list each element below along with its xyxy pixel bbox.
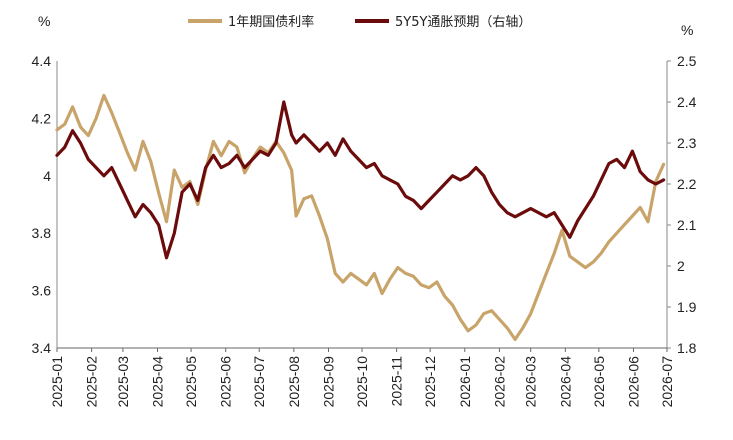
right-y-tick-labels: 1.8 1.9 2 2.1 2.2 2.3 2.4 2.5 xyxy=(667,53,697,356)
x-tick-label: 2025-09 xyxy=(320,356,336,408)
series-line-1y-yield xyxy=(55,93,666,341)
x-tick-label: 2025-02 xyxy=(84,356,100,408)
right-y-tick-label: 2.3 xyxy=(677,135,697,151)
right-y-tick-label: 2.5 xyxy=(677,53,697,69)
legend-label-1y-yield: 1年期国债利率 xyxy=(228,14,314,30)
left-y-tick-label: 3.4 xyxy=(32,340,52,356)
x-tick-label: 2025-05 xyxy=(183,356,199,408)
right-y-tick-label: 1.8 xyxy=(677,340,697,356)
right-y-tick-label: 2.4 xyxy=(677,94,697,110)
left-y-tick-labels: 3.4 3.6 3.8 4 4.2 4.4 xyxy=(32,53,52,356)
left-y-tick-label: 4.2 xyxy=(32,110,52,126)
x-tick-label: 2025-11 xyxy=(389,356,405,407)
x-tick-label: 2026-04 xyxy=(557,356,573,408)
legend-label-5y5y-inflation: 5Y5Y通胀预期（右轴） xyxy=(395,15,531,30)
left-y-tick-label: 3.8 xyxy=(32,225,52,241)
legend: 1年期国债利率 5Y5Y通胀预期（右轴） xyxy=(188,14,531,30)
x-tick-label: 2025-12 xyxy=(422,356,438,408)
x-tick-label: 2025-04 xyxy=(150,356,166,408)
x-tick-label: 2026-05 xyxy=(591,356,607,408)
right-axis-unit: % xyxy=(681,22,693,38)
x-tick-label: 2025-03 xyxy=(115,356,131,408)
left-y-tick-label: 4 xyxy=(43,168,51,184)
left-y-tick-label: 4.4 xyxy=(32,53,52,69)
right-y-tick-label: 2.2 xyxy=(677,176,697,192)
x-tick-label: 2026-06 xyxy=(625,356,641,408)
left-axis-unit: % xyxy=(38,13,50,29)
left-y-tick-label: 3.6 xyxy=(32,283,52,299)
x-tick-label: 2025-10 xyxy=(354,356,370,408)
right-y-tick-label: 2.1 xyxy=(677,217,697,233)
x-tick-label: 2026-03 xyxy=(523,356,539,408)
right-y-tick-label: 1.9 xyxy=(677,299,697,315)
x-tick-label: 2025-06 xyxy=(218,356,234,408)
right-y-tick-label: 2 xyxy=(677,258,685,274)
x-tick-label: 2025-08 xyxy=(286,356,302,408)
x-tick-labels: 2025-01 2025-02 2025-03 2025-04 2025-05 2025-… xyxy=(49,348,675,407)
x-tick-label: 2025-07 xyxy=(251,356,267,408)
x-tick-label: 2026-07 xyxy=(659,356,675,408)
series-line-5y5y-inflation xyxy=(55,100,666,260)
series-layer xyxy=(55,93,666,341)
x-tick-label: 2026-01 xyxy=(457,356,473,408)
x-tick-label: 2025-01 xyxy=(49,356,65,408)
x-tick-label: 2026-02 xyxy=(491,356,507,408)
